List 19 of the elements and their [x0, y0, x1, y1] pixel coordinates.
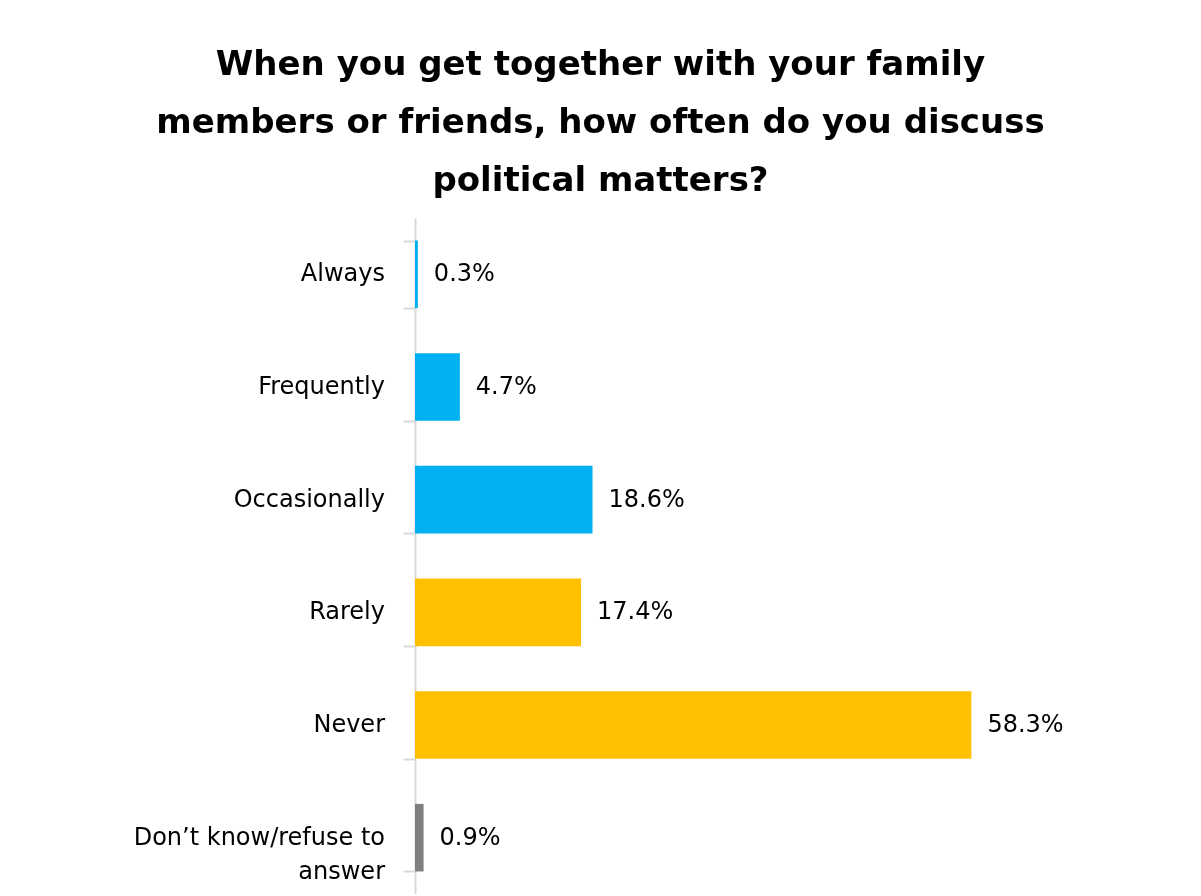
bar: [415, 691, 972, 759]
chart-title: When you get together with your family members or friends, how often do you discuss political matters?: [156, 43, 1045, 199]
data-label: 17.4%: [597, 597, 674, 626]
y-tick-label: Rarely: [309, 597, 385, 626]
y-tick-label: Never: [313, 710, 386, 738]
data-label: 0.3%: [433, 259, 495, 288]
y-tick-label: Occasionally: [233, 484, 385, 513]
data-label: 4.7%: [475, 372, 537, 400]
y-tick-label: Always: [300, 259, 385, 288]
bar: [415, 803, 424, 872]
data-label: 58.3%: [987, 710, 1064, 738]
bar: [415, 465, 593, 534]
data-label: 18.6%: [608, 484, 685, 513]
bar: [415, 353, 460, 421]
y-tick-label: Frequently: [258, 372, 385, 400]
data-label: 0.9%: [439, 822, 501, 851]
bar: [415, 578, 582, 647]
y-tick-label: Don’t know/refuse to answer: [133, 822, 386, 885]
bar: [415, 240, 418, 309]
